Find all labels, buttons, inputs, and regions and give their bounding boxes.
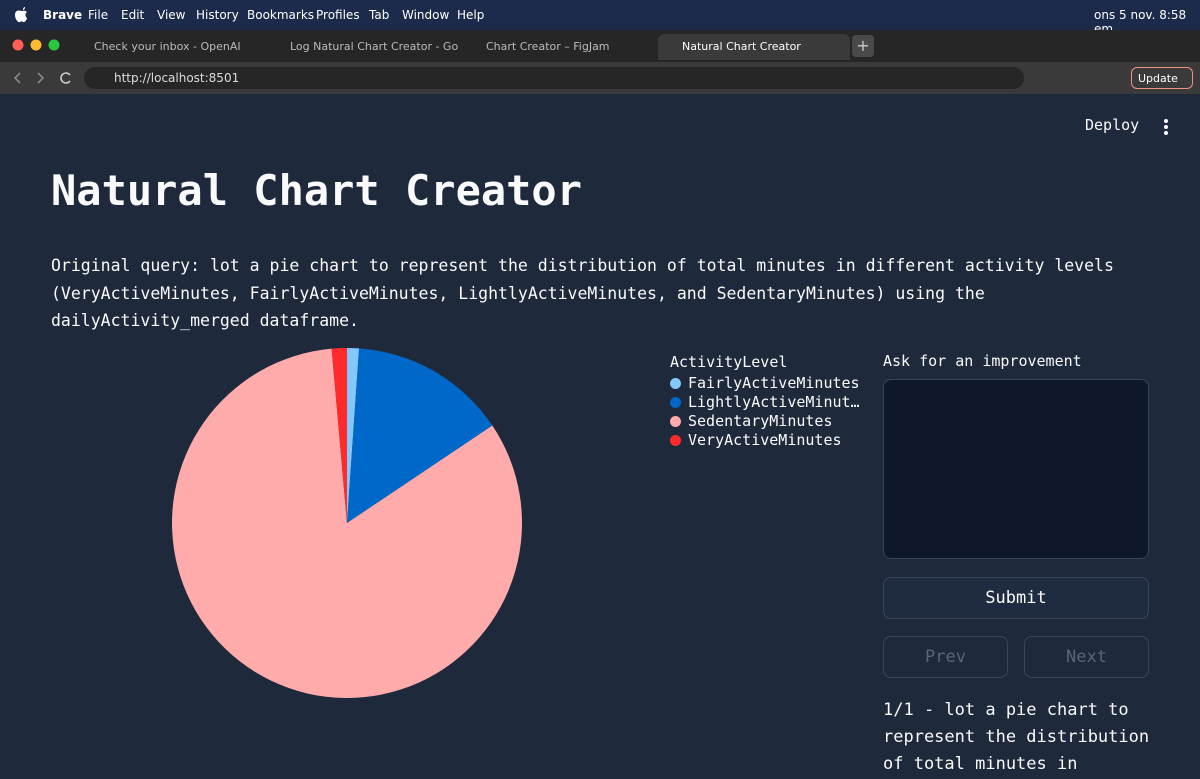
legend-swatch xyxy=(670,378,681,389)
menu-item[interactable]: Profiles xyxy=(316,8,360,22)
new-tab-button[interactable]: + xyxy=(852,35,874,57)
nav-buttons xyxy=(13,72,71,84)
legend-swatch xyxy=(670,397,681,408)
legend-entry: FairlyActiveMinutes xyxy=(670,374,860,392)
menu-item[interactable]: View xyxy=(157,8,186,22)
legend-entry: LightlyActiveMinut… xyxy=(670,393,860,411)
menu-item[interactable]: Help xyxy=(457,8,485,22)
pie-slice[interactable] xyxy=(347,348,360,523)
address-row: http://localhost:8501 Update xyxy=(0,62,1200,94)
window-controls xyxy=(12,39,60,51)
legend-entry: VeryActiveMinutes xyxy=(670,431,842,449)
tab[interactable]: Chart Creator – FigJam xyxy=(486,40,610,53)
menu-bar: Brave File Edit View History Bookmarks Profil… xyxy=(0,0,1200,36)
menu-item[interactable]: Bookmarks xyxy=(247,8,315,22)
app-menu[interactable]: Brave xyxy=(43,8,83,22)
legend-label: LightlyActiveMinut… xyxy=(688,393,860,411)
query-text: Original query: lot a pie chart to repre… xyxy=(51,256,1114,330)
legend-label: SedentaryMinutes xyxy=(688,412,833,430)
update-button[interactable]: Update xyxy=(1131,67,1193,89)
next-button[interactable]: Next xyxy=(1024,636,1149,678)
menu-item[interactable]: File xyxy=(88,8,109,22)
menu-item[interactable]: Tab xyxy=(369,8,390,22)
prev-button[interactable]: Prev xyxy=(883,636,1008,678)
pie-slice[interactable] xyxy=(172,348,522,698)
legend-label: FairlyActiveMinutes xyxy=(688,374,860,392)
history-text: 1/1 - lot a pie chart to represent the d… xyxy=(883,700,1150,774)
app-title: Natural Chart Creator xyxy=(51,166,583,215)
pie-slice[interactable] xyxy=(331,348,347,523)
menu-item[interactable]: History xyxy=(196,8,239,22)
input-label: Ask for an improvement xyxy=(883,352,1082,370)
tab[interactable]: Natural Chart Creator xyxy=(658,34,850,60)
tab-bar: Check your inbox - OpenAI Log Natural Cha… xyxy=(0,30,1200,62)
deploy-button[interactable]: Deploy xyxy=(1085,116,1140,134)
tab[interactable]: Log Natural Chart Creator - Google xyxy=(290,40,458,53)
menu-kebab[interactable] xyxy=(1162,118,1170,136)
legend-title: ActivityLevel xyxy=(670,353,788,371)
legend-swatch xyxy=(670,435,681,446)
improvement-input[interactable] xyxy=(883,379,1149,559)
tab[interactable]: Check your inbox - OpenAI xyxy=(94,40,241,53)
submit-button[interactable]: Submit xyxy=(883,577,1149,619)
legend-label: VeryActiveMinutes xyxy=(688,431,842,449)
url-field[interactable]: http://localhost:8501 xyxy=(84,67,1024,89)
pie-chart xyxy=(172,348,522,698)
menu-item[interactable]: Window xyxy=(402,8,450,22)
menu-item[interactable]: Edit xyxy=(121,8,145,22)
apple-logo xyxy=(15,7,27,23)
legend-entry: SedentaryMinutes xyxy=(670,412,833,430)
pie-slice[interactable] xyxy=(347,348,493,523)
legend-swatch xyxy=(670,416,681,427)
